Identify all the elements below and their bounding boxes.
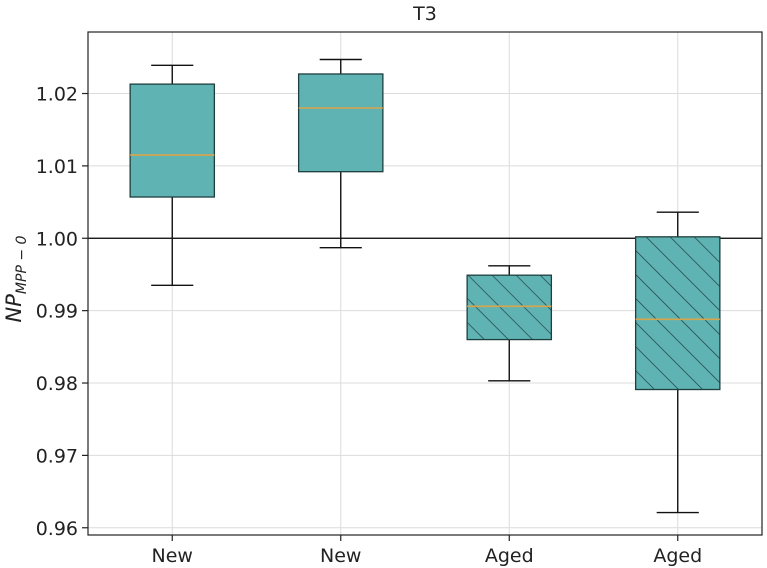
y-tick-label: 1.02 [36, 84, 78, 106]
plot-frame [87, 31, 763, 536]
y-axis-label-subscript: MPP − 0 [14, 235, 30, 294]
box-outline [634, 236, 721, 391]
y-tick-label: 1.00 [36, 228, 78, 250]
x-tick-label: New [320, 545, 361, 567]
box-4 [634, 211, 721, 514]
y-tick-label: 0.96 [36, 518, 78, 540]
box-1 [129, 64, 216, 287]
box-body [130, 84, 215, 198]
y-axis-label-main: NP [2, 294, 26, 323]
box-hatch [467, 275, 552, 340]
x-tick-label: Aged [485, 545, 534, 567]
y-tick-label: 0.99 [36, 301, 78, 323]
y-tick-label: 1.01 [36, 156, 78, 178]
y-axis-label: NPMPP − 0 [2, 235, 30, 322]
box-outline [129, 83, 216, 198]
x-tick-label: Aged [653, 545, 702, 567]
svg-text:NPMPP − 0: NPMPP − 0 [2, 235, 30, 322]
box-2 [297, 58, 384, 249]
box-series [129, 58, 721, 514]
x-tick-label: New [152, 545, 193, 567]
box-outline [297, 73, 384, 173]
y-tick-label: 0.98 [36, 373, 78, 395]
chart-title: T3 [412, 3, 437, 25]
box-outline [466, 274, 553, 341]
box-hatch [635, 236, 720, 390]
y-tick-label: 0.97 [36, 445, 78, 467]
box-body [298, 73, 383, 172]
box-3 [466, 265, 553, 382]
x-axis-ticks: New New Aged Aged [152, 535, 702, 567]
y-axis-ticks: 0.96 0.97 0.98 0.99 1.00 1.01 1.02 [36, 84, 88, 540]
